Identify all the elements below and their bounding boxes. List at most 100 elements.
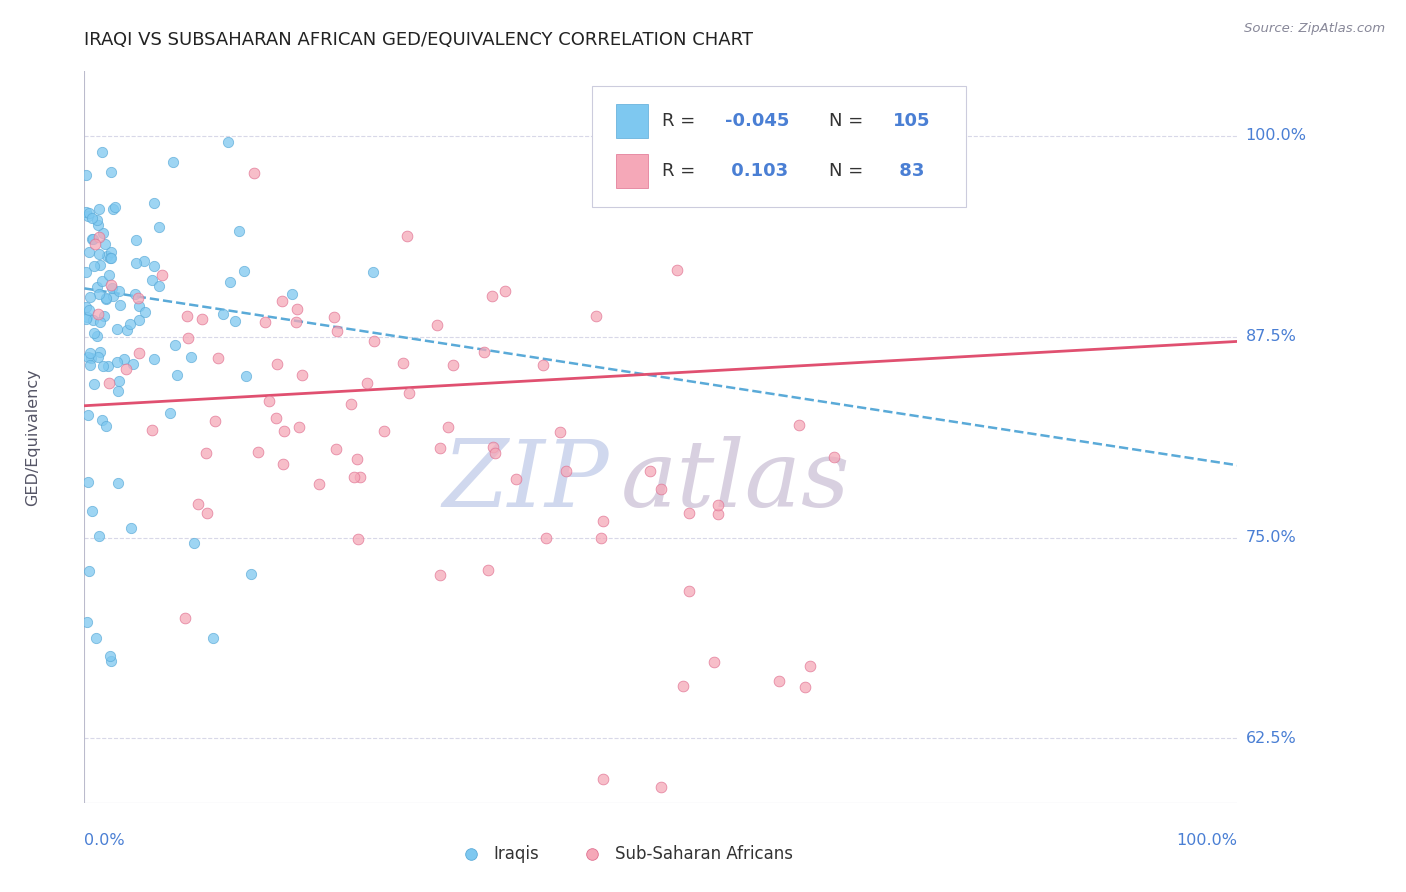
Point (264, 411, 287, 425)
Point (159, 406, 181, 420)
Point (125, 255, 148, 269)
Point (79, 206, 101, 220)
Point (191, 311, 214, 326)
Point (112, 352, 135, 367)
Point (100, 281, 122, 295)
Text: Source: ZipAtlas.com: Source: ZipAtlas.com (1244, 22, 1385, 36)
Point (75, 311, 97, 326)
Point (356, 376, 378, 390)
Text: 100.0%: 100.0% (1246, 128, 1306, 143)
Point (228, 224, 250, 238)
Point (124, 233, 146, 247)
Point (142, 195, 165, 210)
Point (441, 359, 464, 373)
Point (703, 655, 725, 669)
Point (592, 515, 614, 529)
Point (124, 287, 146, 301)
Point (114, 361, 136, 376)
Point (86, 280, 108, 294)
Point (343, 470, 366, 484)
Point (90, 274, 112, 288)
Point (162, 154, 184, 169)
Point (290, 368, 312, 383)
Text: 62.5%: 62.5% (1246, 731, 1296, 746)
Point (187, 497, 209, 511)
Point (97, 359, 120, 373)
Point (101, 202, 124, 216)
Point (339, 397, 361, 411)
Point (650, 780, 672, 794)
Point (134, 305, 156, 319)
Text: Iraqis: Iraqis (494, 845, 540, 863)
Point (531, 358, 554, 372)
Point (77, 475, 100, 490)
Point (82, 211, 104, 226)
Point (254, 315, 277, 329)
Point (83, 260, 105, 274)
Point (94, 292, 117, 306)
Text: 100.0%: 100.0% (1177, 833, 1237, 848)
Point (285, 315, 308, 329)
Point (83, 377, 105, 392)
Point (224, 313, 246, 327)
Point (87, 246, 110, 260)
Point (477, 563, 499, 577)
Point (247, 444, 270, 458)
Point (120, 521, 142, 535)
Point (361, 265, 384, 279)
Point (585, 310, 607, 324)
Point (89, 345, 111, 359)
Point (505, 472, 527, 486)
Point (89, 258, 111, 272)
Point (325, 442, 347, 456)
Text: 83: 83 (893, 162, 924, 180)
Point (77, 303, 100, 318)
FancyBboxPatch shape (592, 86, 966, 207)
Point (194, 446, 217, 460)
Point (118, 317, 141, 331)
Point (148, 278, 170, 293)
Point (100, 244, 122, 259)
Point (195, 506, 218, 520)
Point (77, 564, 100, 578)
Point (76, 615, 98, 629)
Point (326, 324, 349, 338)
Point (86, 212, 108, 227)
Point (142, 259, 165, 273)
Point (141, 273, 163, 287)
Point (425, 318, 447, 332)
Text: 105: 105 (893, 112, 929, 130)
Point (211, 307, 233, 321)
Point (91, 359, 114, 373)
Point (174, 611, 197, 625)
Point (75, 265, 97, 279)
Point (180, 350, 202, 364)
Point (233, 264, 256, 278)
Point (128, 345, 150, 359)
Text: atlas: atlas (620, 436, 851, 526)
Point (429, 568, 451, 582)
Point (75, 168, 97, 182)
Point (398, 385, 420, 400)
Point (87, 218, 110, 232)
Point (86, 328, 108, 343)
Point (218, 275, 240, 289)
Point (346, 452, 368, 467)
Point (650, 483, 672, 497)
Point (176, 309, 198, 323)
Point (100, 654, 122, 668)
Point (104, 201, 127, 215)
Point (108, 285, 131, 299)
Point (128, 313, 150, 327)
Point (396, 228, 419, 243)
Point (141, 423, 163, 437)
Point (323, 310, 346, 324)
Point (281, 287, 304, 301)
Point (494, 285, 516, 299)
Point (101, 289, 124, 303)
Text: GED/Equivalency: GED/Equivalency (25, 368, 39, 506)
Point (98, 648, 121, 663)
Point (91, 145, 114, 159)
Point (91, 226, 114, 240)
Point (707, 499, 730, 513)
